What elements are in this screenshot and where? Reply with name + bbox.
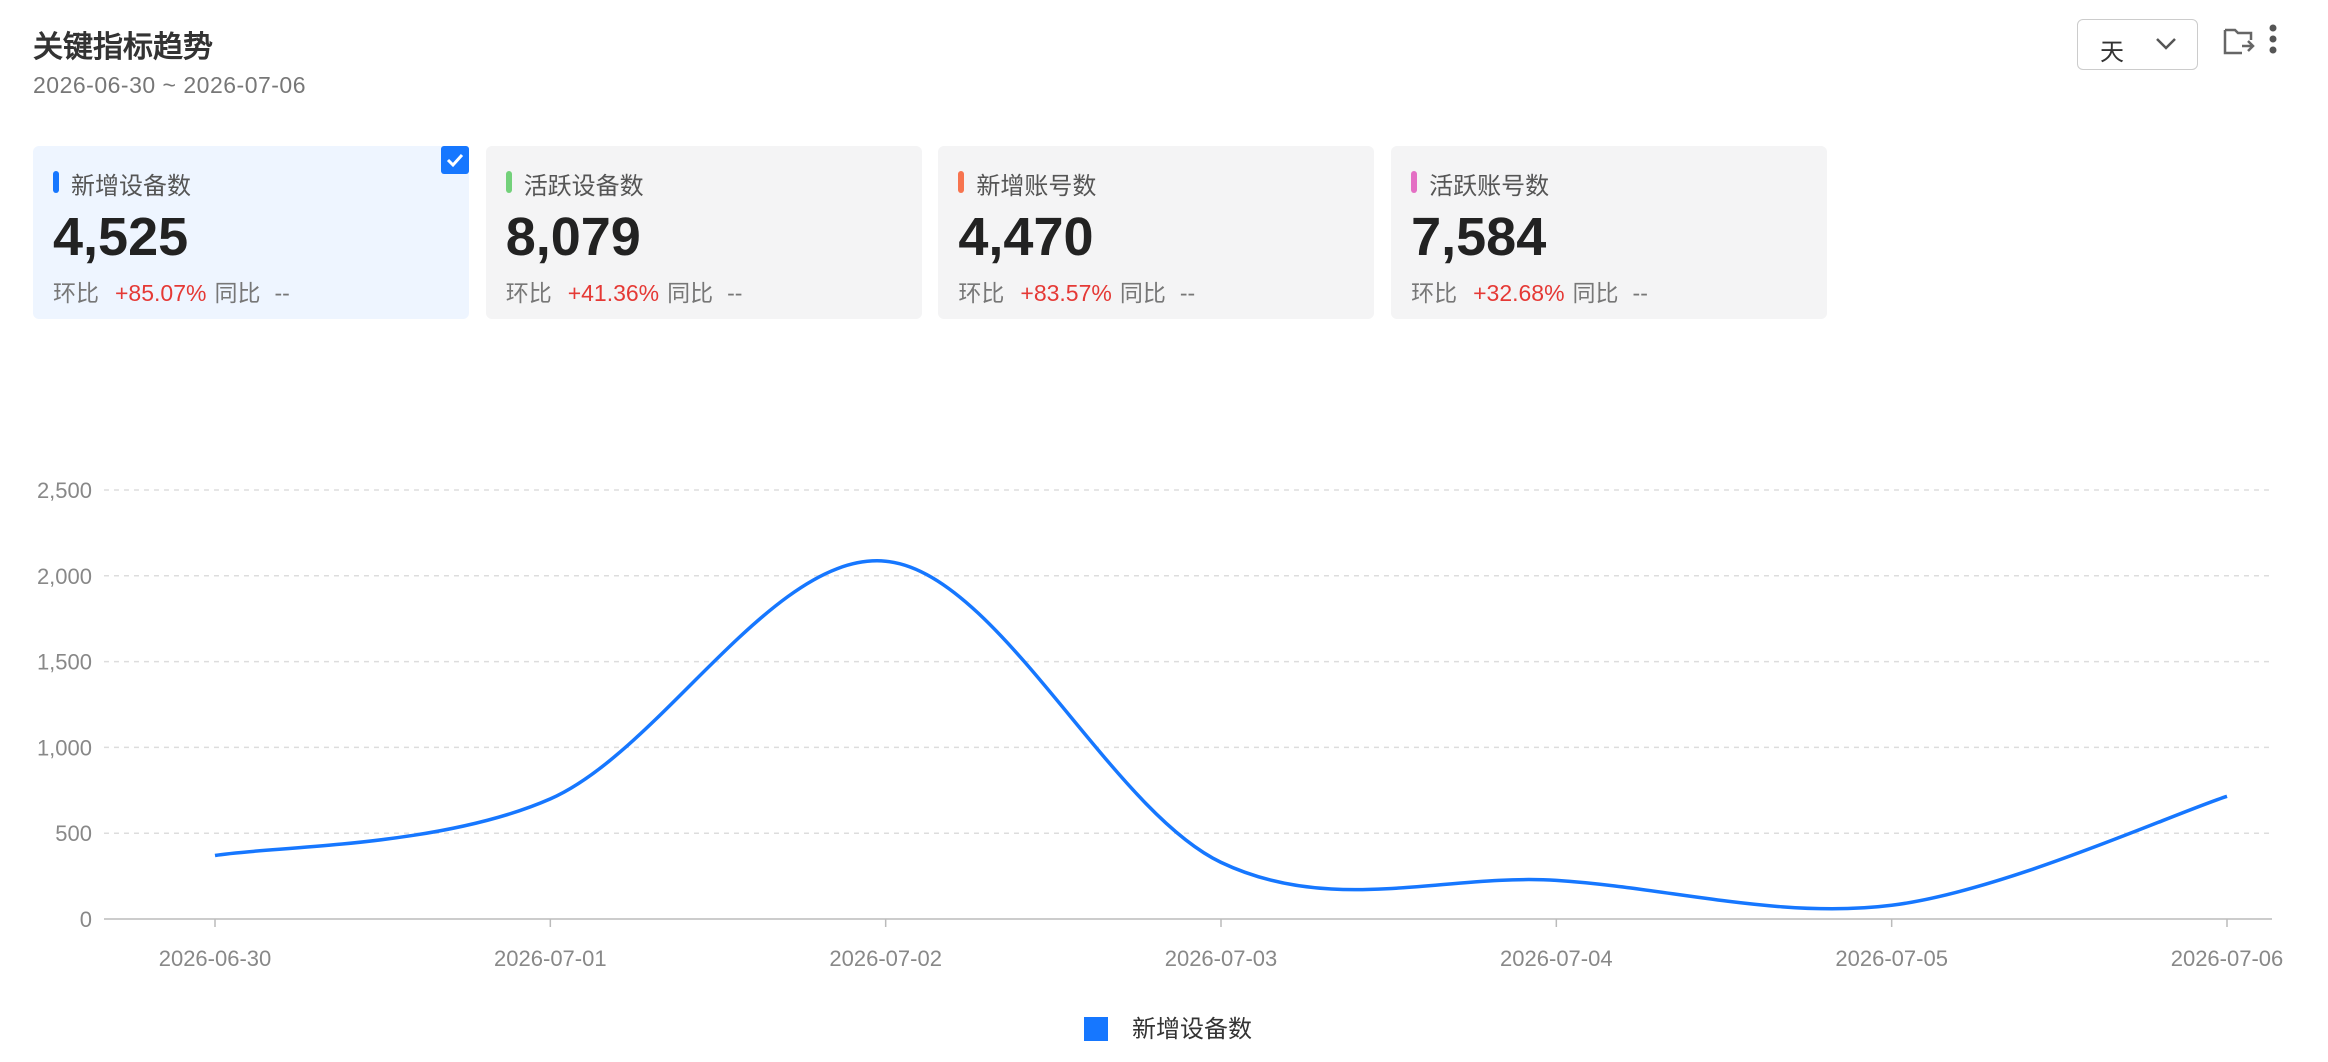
x-tick-label: 2026-07-04 (1500, 946, 1613, 971)
page-title: 关键指标趋势 (33, 31, 213, 64)
mom-value: +41.36% (567, 280, 660, 306)
card-color-bar (53, 171, 59, 193)
metric-card[interactable]: 新增账号数 4,470 环比 +83.57% 同比 -- (938, 146, 1375, 319)
x-tick-label: 2026-07-01 (494, 946, 607, 971)
x-tick-label: 2026-07-05 (1835, 946, 1948, 971)
y-tick-label: 2,000 (37, 564, 92, 589)
y-tick-label: 1,500 (37, 650, 92, 675)
metric-card[interactable]: 活跃设备数 8,079 环比 +41.36% 同比 -- (485, 146, 922, 319)
dropdown-value: 天 (2100, 39, 2124, 66)
mom-value: +32.68% (1473, 280, 1565, 306)
selected-checkbox[interactable] (441, 146, 469, 174)
yoy-label: 同比 (214, 280, 261, 306)
export-icon[interactable] (2222, 24, 2256, 58)
line-series (214, 559, 2228, 911)
yoy-value: -- (274, 280, 290, 306)
granularity-dropdown[interactable]: 天 (2077, 19, 2198, 70)
card-value: 8,079 (505, 207, 641, 267)
legend-swatch (1084, 1017, 1108, 1041)
card-compare: 环比 +41.36% 同比 -- (506, 274, 743, 308)
card-color-bar (958, 171, 965, 193)
y-tick-label: 1,000 (37, 735, 92, 760)
date-range: 2026-06-30 ~ 2026-07-06 (33, 72, 307, 98)
yoy-value: -- (727, 280, 743, 306)
card-color-bar (1411, 171, 1418, 193)
mom-label: 环比 (505, 280, 552, 306)
mom-label: 环比 (53, 280, 99, 306)
card-color-bar (505, 171, 512, 193)
x-tick-label: 2026-07-02 (829, 946, 942, 971)
card-label: 新增设备数 (71, 173, 191, 200)
card-label: 新增账号数 (976, 173, 1097, 200)
yoy-value: -- (1179, 280, 1196, 306)
yoy-label: 同比 (1572, 280, 1619, 306)
legend-label: 新增设备数 (1132, 1016, 1252, 1043)
x-tick-label: 2026-06-30 (159, 946, 272, 971)
card-compare: 环比 +85.07% 同比 -- (53, 274, 290, 308)
metric-card[interactable]: 新增设备数 4,525 环比 +85.07% 同比 -- (33, 146, 469, 319)
metric-card[interactable]: 活跃账号数 7,584 环比 +32.68% 同比 -- (1391, 146, 1828, 319)
mom-value: +85.07% (115, 280, 207, 306)
card-compare: 环比 +32.68% 同比 -- (1411, 274, 1648, 308)
y-tick-label: 2,500 (37, 478, 92, 503)
mom-label: 环比 (1411, 280, 1458, 306)
dropdown-arrow (2156, 38, 2176, 50)
mom-label: 环比 (958, 280, 1005, 306)
card-value: 4,470 (958, 207, 1094, 267)
y-tick-label: 500 (55, 821, 92, 846)
yoy-label: 同比 (1119, 280, 1166, 306)
card-value: 7,584 (1411, 207, 1547, 267)
x-tick-label: 2026-07-03 (1165, 946, 1278, 971)
card-value: 4,525 (53, 207, 189, 267)
y-tick-label: 0 (80, 907, 92, 932)
x-tick-label: 2026-07-06 (2171, 946, 2284, 971)
yoy-label: 同比 (667, 280, 714, 306)
more-icon[interactable] (2266, 24, 2280, 58)
check-mark (446, 153, 464, 168)
mom-value: +83.57% (1020, 280, 1112, 306)
card-compare: 环比 +83.57% 同比 -- (958, 274, 1195, 308)
yoy-value: -- (1632, 280, 1648, 306)
card-label: 活跃设备数 (523, 173, 644, 200)
card-label: 活跃账号数 (1429, 173, 1550, 200)
